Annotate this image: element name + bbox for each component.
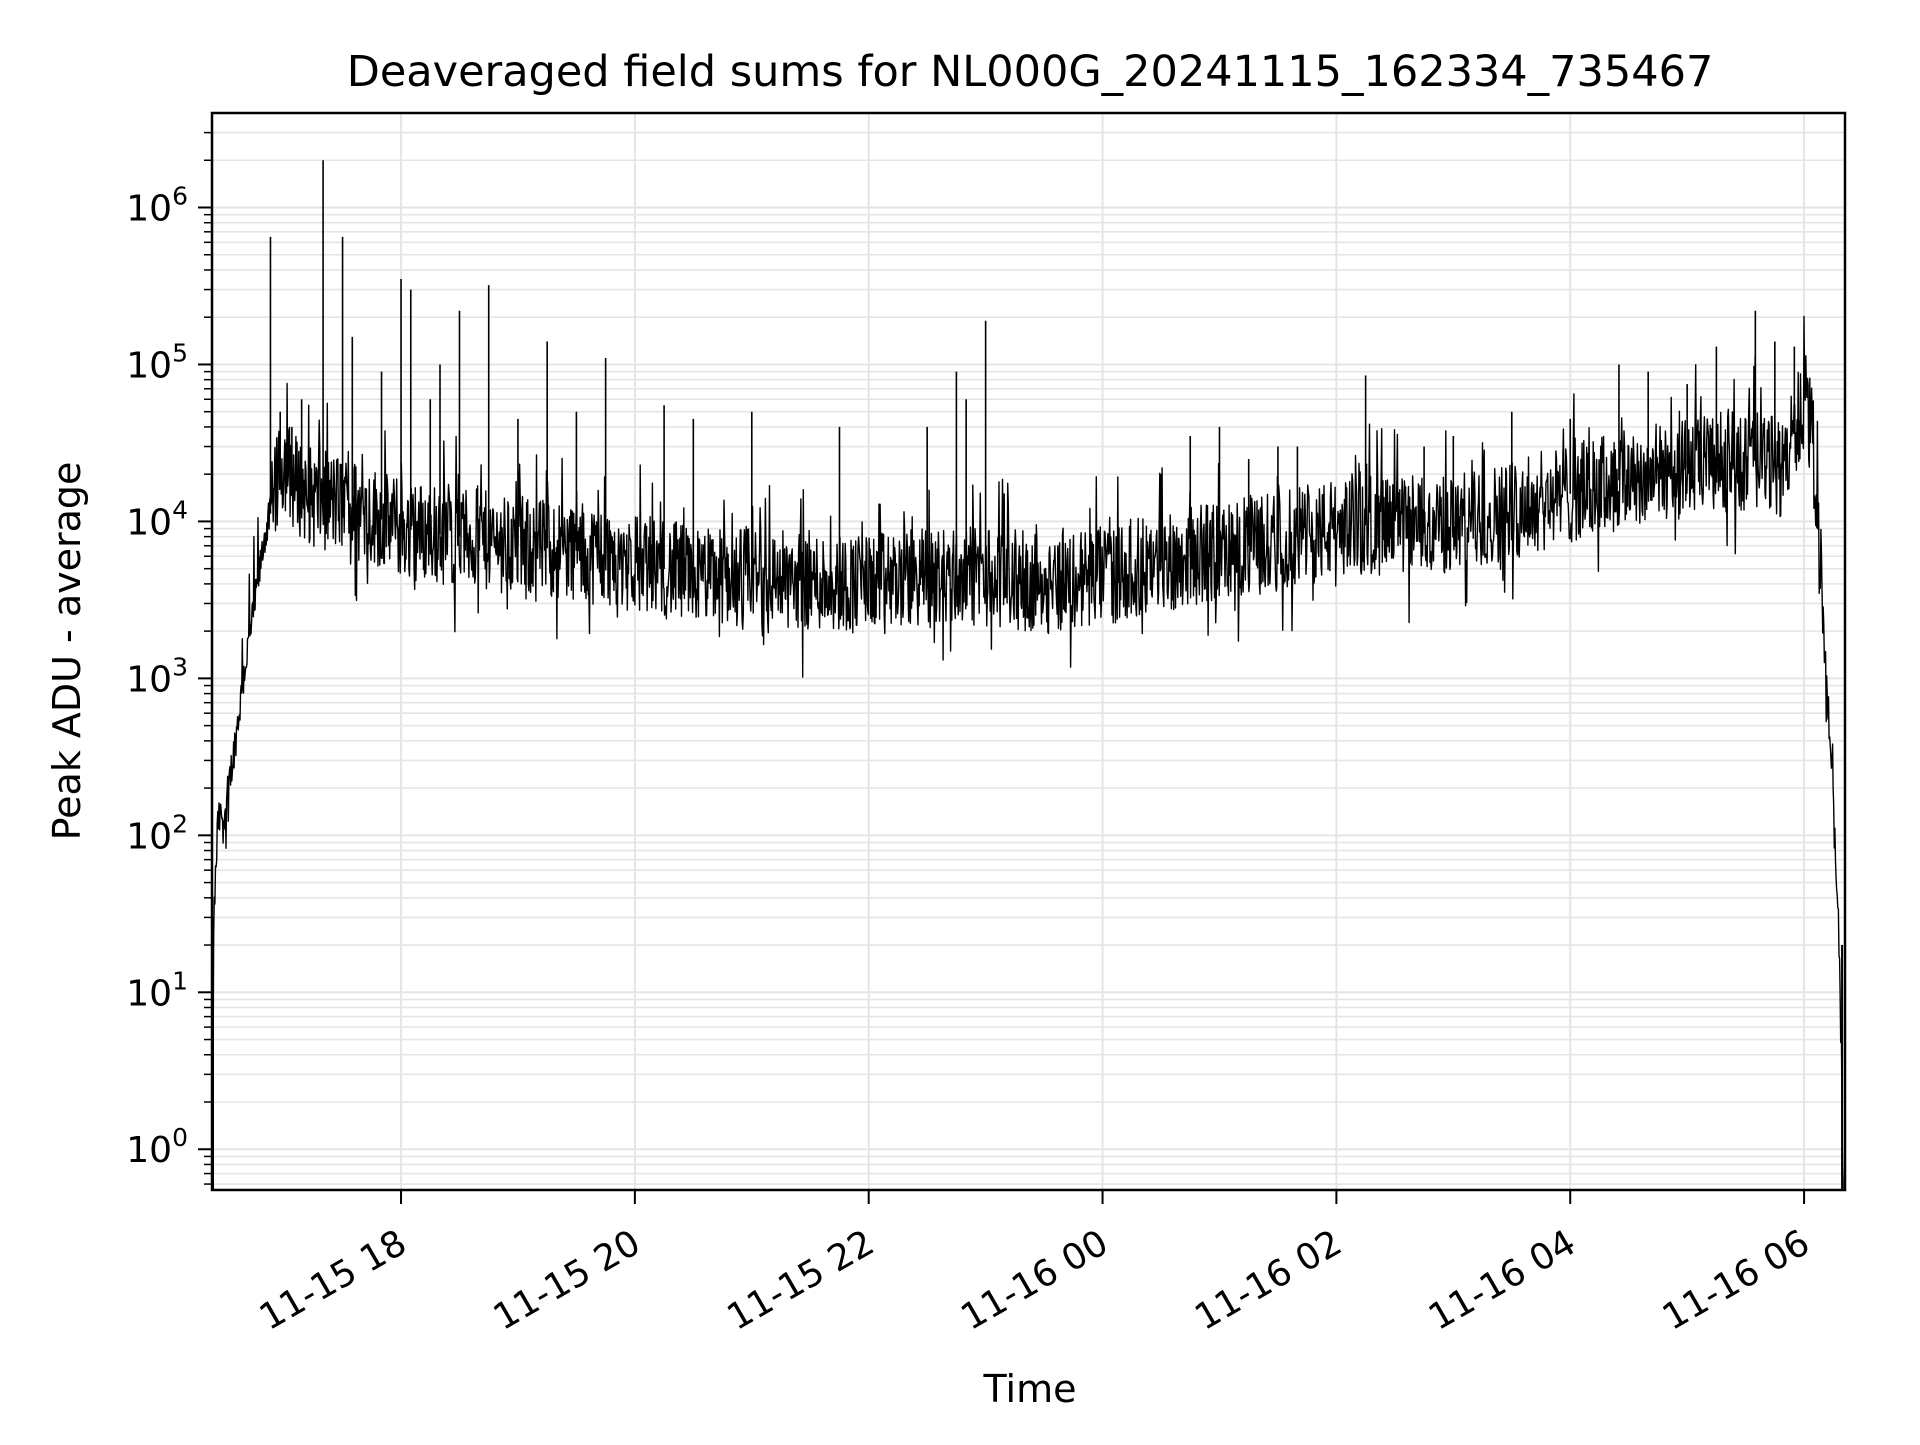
chart-title: Deaveraged field sums for NL000G_2024111… bbox=[347, 47, 1714, 97]
y-tick-label: 106 bbox=[126, 181, 188, 229]
y-tick-label: 101 bbox=[126, 966, 188, 1014]
series-layer bbox=[211, 160, 1844, 1190]
y-tick-label: 104 bbox=[126, 495, 188, 543]
y-tick-label: 105 bbox=[126, 338, 188, 386]
y-tick-label: 102 bbox=[126, 809, 188, 857]
y-axis-label: Peak ADU - average bbox=[45, 462, 89, 841]
x-axis-label: Time bbox=[983, 1367, 1077, 1411]
y-tick-label: 103 bbox=[126, 652, 188, 700]
plot-frame bbox=[210, 111, 1847, 1192]
series-line bbox=[211, 315, 1844, 1189]
y-axis-ticks: 100 101 102 103 104 105 106 bbox=[126, 131, 212, 1185]
y-tick-label: 100 bbox=[126, 1123, 188, 1171]
